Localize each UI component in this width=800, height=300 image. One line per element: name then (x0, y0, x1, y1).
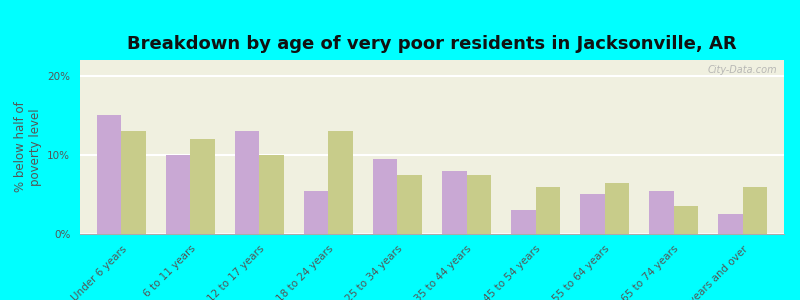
Bar (511, 210, 535, 234)
Bar (674, 206, 698, 234)
Bar (190, 139, 214, 234)
Bar (442, 171, 466, 234)
Bar (166, 155, 190, 234)
Bar (374, 159, 398, 234)
Bar (650, 190, 674, 234)
Bar (580, 194, 605, 234)
Bar (742, 187, 766, 234)
Bar (235, 131, 259, 234)
Bar (329, 131, 353, 234)
Bar (398, 175, 422, 234)
Bar (466, 175, 490, 234)
Bar (535, 187, 560, 234)
Bar (122, 131, 146, 234)
Bar (259, 155, 284, 234)
Title: Breakdown by age of very poor residents in Jacksonville, AR: Breakdown by age of very poor residents … (127, 35, 737, 53)
Bar (718, 214, 742, 234)
Bar (605, 183, 629, 234)
Bar (304, 190, 329, 234)
Bar (98, 116, 122, 234)
Y-axis label: % below half of
poverty level: % below half of poverty level (14, 102, 42, 192)
Text: City-Data.com: City-Data.com (707, 65, 777, 75)
